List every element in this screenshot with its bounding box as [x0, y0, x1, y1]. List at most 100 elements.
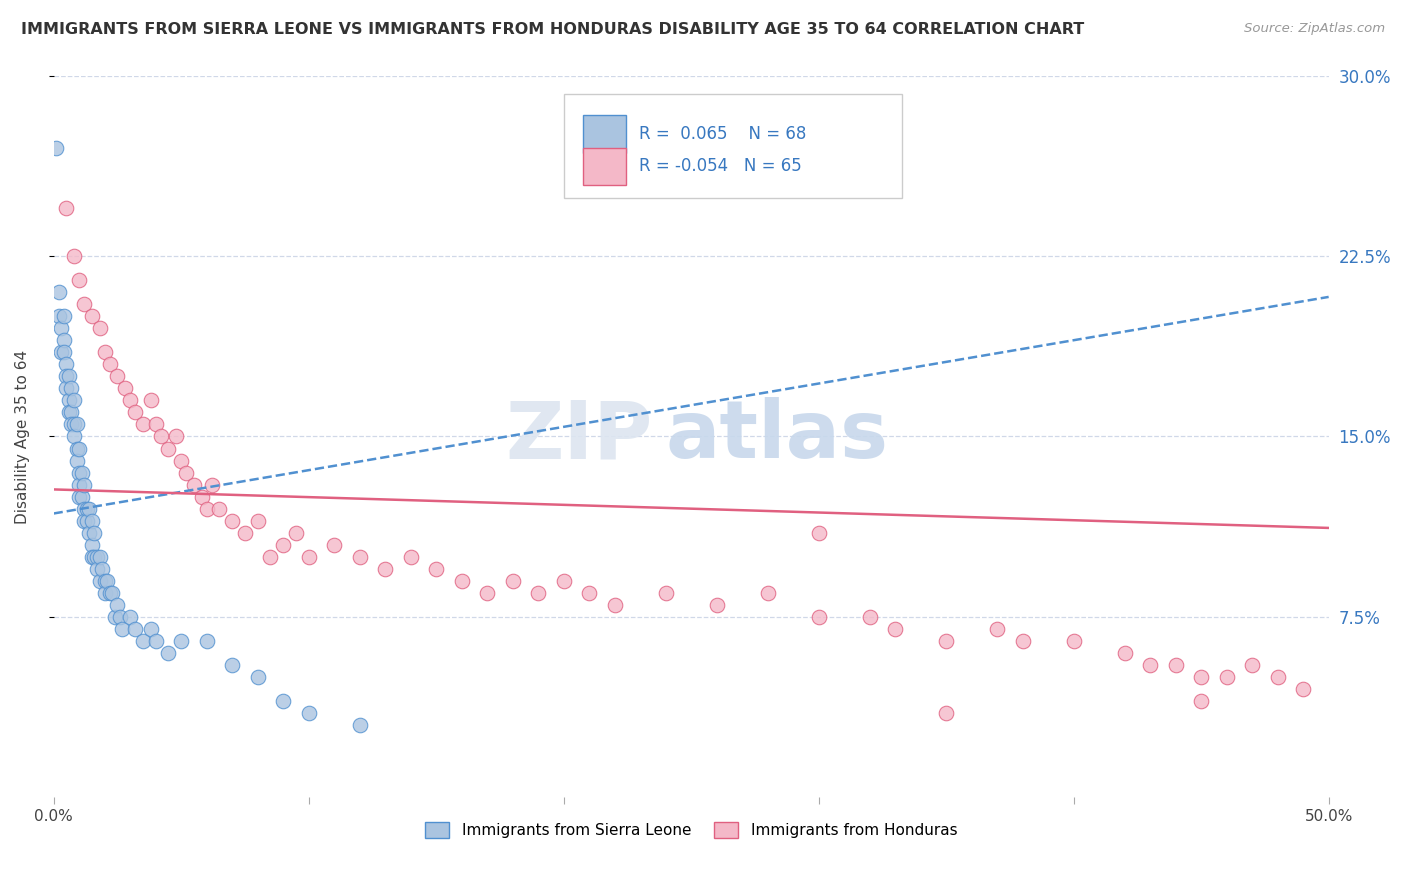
Point — [79, 501, 101, 516]
Text: atlas: atlas — [665, 398, 889, 475]
Point — [174, 466, 197, 480]
Point — [67, 466, 90, 480]
Point — [195, 634, 218, 648]
Point — [76, 501, 98, 516]
Point — [63, 429, 86, 443]
Legend: Immigrants from Sierra Leone, Immigrants from Honduras: Immigrants from Sierra Leone, Immigrants… — [419, 816, 963, 844]
Point — [55, 369, 77, 384]
Point — [55, 357, 77, 371]
Point — [120, 393, 142, 408]
Point — [93, 586, 115, 600]
Point — [80, 514, 103, 528]
FancyBboxPatch shape — [564, 94, 901, 198]
Point — [51, 345, 73, 359]
Point — [450, 574, 472, 588]
Text: IMMIGRANTS FROM SIERRA LEONE VS IMMIGRANTS FROM HONDURAS DISABILITY AGE 35 TO 64: IMMIGRANTS FROM SIERRA LEONE VS IMMIGRAN… — [21, 22, 1084, 37]
Point — [298, 549, 321, 564]
Point — [73, 501, 96, 516]
Point — [52, 309, 75, 323]
Point — [221, 658, 243, 673]
Point — [183, 477, 205, 491]
Point — [86, 549, 108, 564]
Point — [124, 405, 146, 419]
Point — [60, 405, 83, 419]
Point — [1164, 658, 1187, 673]
Point — [807, 525, 830, 540]
Point — [124, 622, 146, 636]
Point — [201, 477, 224, 491]
Point — [170, 634, 193, 648]
Point — [425, 562, 447, 576]
Point — [89, 321, 111, 335]
Y-axis label: Disability Age 35 to 64: Disability Age 35 to 64 — [15, 350, 30, 524]
Point — [399, 549, 422, 564]
Point — [246, 670, 269, 684]
Point — [527, 586, 550, 600]
Point — [93, 574, 115, 588]
Point — [475, 586, 498, 600]
Point — [108, 610, 131, 624]
Point — [1011, 634, 1033, 648]
Point — [48, 309, 70, 323]
Point — [83, 549, 105, 564]
Point — [73, 477, 96, 491]
Point — [63, 393, 86, 408]
Point — [93, 345, 115, 359]
Point — [58, 405, 80, 419]
Point — [221, 514, 243, 528]
Point — [76, 514, 98, 528]
Point — [58, 393, 80, 408]
Point — [145, 417, 167, 432]
Point — [1063, 634, 1085, 648]
Point — [603, 598, 626, 612]
Point — [120, 610, 142, 624]
Point — [73, 514, 96, 528]
Point — [578, 586, 600, 600]
Point — [298, 706, 321, 721]
Point — [104, 610, 127, 624]
Point — [271, 538, 294, 552]
Point — [165, 429, 187, 443]
Point — [1241, 658, 1264, 673]
Point — [48, 285, 70, 299]
Point — [63, 249, 86, 263]
Point — [111, 622, 134, 636]
Point — [1267, 670, 1289, 684]
Point — [52, 345, 75, 359]
Point — [105, 598, 128, 612]
Point — [58, 369, 80, 384]
Point — [1189, 694, 1212, 708]
Point — [91, 562, 114, 576]
Point — [52, 333, 75, 347]
Text: R =  0.065    N = 68: R = 0.065 N = 68 — [638, 125, 806, 143]
Point — [67, 442, 90, 456]
Point — [132, 417, 155, 432]
Point — [70, 490, 93, 504]
Point — [98, 357, 121, 371]
Point — [63, 417, 86, 432]
Point — [233, 525, 256, 540]
Text: R = -0.054   N = 65: R = -0.054 N = 65 — [638, 158, 801, 176]
Point — [65, 442, 87, 456]
Point — [83, 525, 105, 540]
Text: Source: ZipAtlas.com: Source: ZipAtlas.com — [1244, 22, 1385, 36]
Point — [139, 622, 162, 636]
Point — [145, 634, 167, 648]
Point — [157, 646, 180, 660]
Point — [502, 574, 524, 588]
Point — [1139, 658, 1161, 673]
Point — [114, 381, 136, 395]
Point — [67, 490, 90, 504]
Point — [190, 490, 212, 504]
Text: ZIP: ZIP — [506, 398, 652, 475]
Point — [96, 574, 118, 588]
Point — [706, 598, 728, 612]
Point — [935, 706, 957, 721]
Point — [86, 562, 108, 576]
FancyBboxPatch shape — [582, 148, 626, 186]
Point — [884, 622, 907, 636]
Point — [859, 610, 882, 624]
Point — [553, 574, 575, 588]
Point — [60, 381, 83, 395]
Point — [132, 634, 155, 648]
